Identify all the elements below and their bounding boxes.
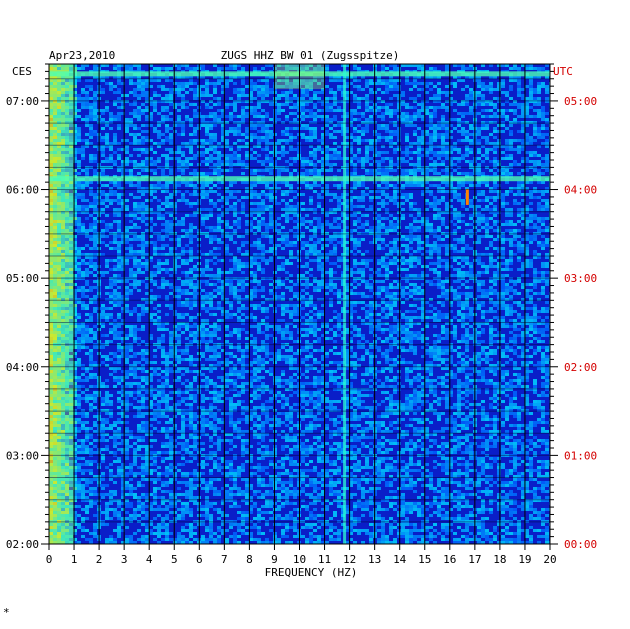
y-right-tick-label: 02:00 [564, 361, 597, 374]
y-left-tick-label: 04:00 [6, 361, 39, 374]
x-tick-label: 9 [271, 553, 278, 566]
feature-transient-5 [466, 189, 469, 205]
x-tick-label: 5 [171, 553, 178, 566]
y-right-tick-label: 04:00 [564, 184, 597, 197]
feature-line-3 [343, 64, 346, 544]
y-left-tick-label: 02:00 [6, 538, 39, 551]
y-left-tick-label: 07:00 [6, 95, 39, 108]
y-right-tick-label: 03:00 [564, 272, 597, 285]
x-tick-label: 11 [318, 553, 331, 566]
x-tick-label: 4 [146, 553, 153, 566]
y-right-tick-label: 05:00 [564, 95, 597, 108]
plot-grid [49, 64, 550, 544]
x-tick-label: 13 [368, 553, 381, 566]
corner-mark: * [3, 606, 10, 619]
x-tick-label: 1 [71, 553, 78, 566]
x-tick-label: 2 [96, 553, 103, 566]
x-tick-label: 15 [418, 553, 431, 566]
y-left-tick-label: 05:00 [6, 272, 39, 285]
x-tick-label: 17 [468, 553, 481, 566]
station-title: ZUGS HHZ BW 01 (Zugsspitze) [221, 49, 400, 62]
x-tick-label: 3 [121, 553, 128, 566]
y-right-tick-label: 01:00 [564, 449, 597, 462]
x-tick-label: 8 [246, 553, 253, 566]
x-tick-label: 6 [196, 553, 203, 566]
feature-region-0 [49, 64, 74, 544]
x-tick-label: 7 [221, 553, 228, 566]
y-left-tick-label: 06:00 [6, 184, 39, 197]
y-left-tick-label: 03:00 [6, 449, 39, 462]
x-tick-label: 16 [443, 553, 456, 566]
x-tick-label: 18 [493, 553, 506, 566]
x-tick-label: 10 [293, 553, 306, 566]
y-right-tick-label: 00:00 [564, 538, 597, 551]
x-axis-title: FREQUENCY (HZ) [265, 566, 358, 579]
date-label: Apr23,2010 [49, 49, 115, 62]
x-tick-label: 14 [393, 553, 407, 566]
x-tick-label: 20 [543, 553, 556, 566]
x-tick-label: 12 [343, 553, 356, 566]
x-tick-label: 19 [518, 553, 531, 566]
local-timezone-label: CES [12, 65, 32, 78]
x-tick-label: 0 [46, 553, 53, 566]
utc-timezone-label: UTC [553, 65, 573, 78]
